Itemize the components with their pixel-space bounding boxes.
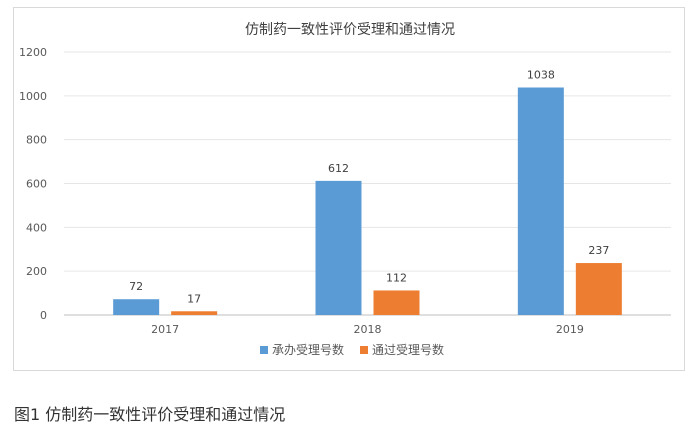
legend-label: 通过受理号数 bbox=[372, 342, 444, 357]
figure-caption: 图1 仿制药一致性评价受理和通过情况 bbox=[14, 405, 286, 424]
bars bbox=[113, 87, 622, 315]
bar bbox=[171, 311, 218, 315]
legend-swatch bbox=[360, 346, 368, 354]
data-labels: 72 17 612 112 1038 237 bbox=[129, 69, 609, 306]
data-label: 1038 bbox=[527, 69, 555, 82]
bar bbox=[517, 87, 564, 315]
bar bbox=[315, 180, 362, 315]
y-tick-label: 600 bbox=[26, 178, 47, 191]
y-tick-label: 1200 bbox=[19, 46, 47, 59]
y-tick-label: 200 bbox=[26, 265, 47, 278]
x-tick-label: 2017 bbox=[151, 323, 179, 336]
legend-swatch bbox=[260, 346, 268, 354]
x-axis-ticks: 2017 2018 2019 bbox=[151, 323, 584, 336]
y-axis-ticks: 0 200 400 600 800 1000 1200 bbox=[19, 46, 47, 322]
bar bbox=[113, 299, 160, 315]
bar-chart: 仿制药一致性评价受理和通过情况 0 200 400 600 800 1000 1200 72… bbox=[19, 22, 671, 357]
chart-title: 仿制药一致性评价受理和通过情况 bbox=[245, 22, 455, 38]
bar bbox=[373, 290, 420, 315]
data-label: 112 bbox=[386, 271, 407, 284]
bar bbox=[575, 263, 622, 315]
y-tick-label: 400 bbox=[26, 221, 47, 234]
grid-lines bbox=[64, 51, 671, 316]
x-tick-label: 2019 bbox=[556, 323, 584, 336]
data-label: 17 bbox=[187, 292, 201, 305]
x-tick-label: 2018 bbox=[354, 323, 382, 336]
y-tick-label: 1000 bbox=[19, 90, 47, 103]
y-tick-label: 0 bbox=[40, 309, 47, 322]
data-label: 72 bbox=[129, 280, 143, 293]
legend: 承办受理号数 通过受理号数 bbox=[260, 342, 444, 357]
y-tick-label: 800 bbox=[26, 134, 47, 147]
chart-frame: 仿制药一致性评价受理和通过情况 0 200 400 600 800 1000 1200 72… bbox=[13, 7, 685, 371]
data-label: 237 bbox=[588, 244, 609, 257]
legend-label: 承办受理号数 bbox=[272, 342, 344, 357]
data-label: 612 bbox=[328, 162, 349, 175]
